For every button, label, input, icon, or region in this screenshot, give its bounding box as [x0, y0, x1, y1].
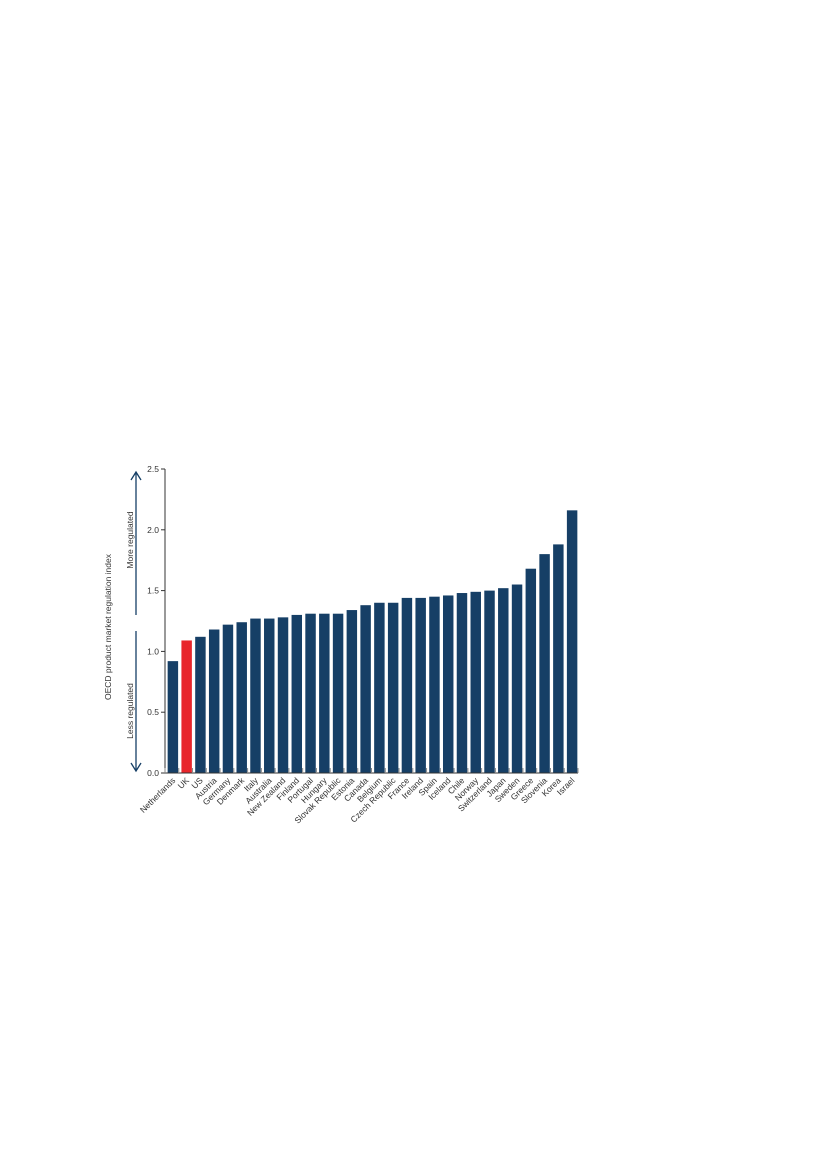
- bar-france: [401, 597, 413, 773]
- bar-new-zealand: [277, 617, 289, 773]
- y-tick-label: 1.5: [147, 586, 159, 596]
- bar-australia: [264, 618, 275, 773]
- y-tick-label: 0.5: [147, 707, 159, 717]
- x-axis-labels: NetherlandsUKUSAustriaGermanyDenmarkItal…: [138, 775, 577, 826]
- bar-israel: [566, 510, 578, 773]
- bar-slovak-republic: [332, 613, 344, 773]
- bar-slovenia: [539, 554, 550, 773]
- bar-switzerland: [484, 590, 495, 773]
- bar-iceland: [442, 595, 454, 773]
- less-regulated-label: Less regulated: [125, 683, 135, 739]
- bars-group: [167, 510, 578, 773]
- bar-korea: [553, 544, 564, 773]
- bar-portugal: [305, 613, 316, 773]
- bar-hungary: [319, 613, 330, 773]
- bar-ireland: [415, 597, 426, 773]
- bar-finland: [291, 614, 303, 773]
- bar-germany: [222, 624, 234, 773]
- y-tick-label: 1.0: [147, 646, 159, 656]
- bar-greece: [525, 568, 537, 773]
- bar-austria: [208, 629, 220, 773]
- bar-spain: [429, 596, 440, 773]
- bar-belgium: [374, 602, 385, 773]
- y-tick-label: 2.5: [147, 464, 159, 474]
- regulation-arrows: [130, 470, 142, 773]
- x-axis: [164, 768, 579, 774]
- bar-us: [195, 636, 206, 773]
- y-tick-label: 2.0: [147, 525, 159, 535]
- bar-italy: [250, 618, 261, 773]
- less-regulated-arrow: [130, 631, 142, 773]
- bar-uk: [181, 640, 192, 773]
- x-tick-label: Netherlands: [138, 775, 177, 814]
- more-regulated-label: More regulated: [125, 511, 135, 568]
- bar-sweden: [511, 584, 523, 773]
- bar-czech-republic: [387, 602, 399, 773]
- more-regulated-arrow: [130, 470, 142, 615]
- y-axis: 0.0 0.5 1.0 1.5 2.0 2.5: [147, 464, 166, 778]
- bar-netherlands: [167, 661, 179, 773]
- bar-japan: [498, 588, 509, 773]
- bar-chile: [456, 593, 468, 773]
- y-axis-title: OECD product market regulation index: [103, 553, 113, 700]
- bar-estonia: [346, 610, 358, 773]
- bar-canada: [360, 605, 371, 773]
- bar-norway: [470, 591, 481, 773]
- y-tick-label: 0.0: [147, 768, 159, 778]
- bar-denmark: [236, 622, 247, 773]
